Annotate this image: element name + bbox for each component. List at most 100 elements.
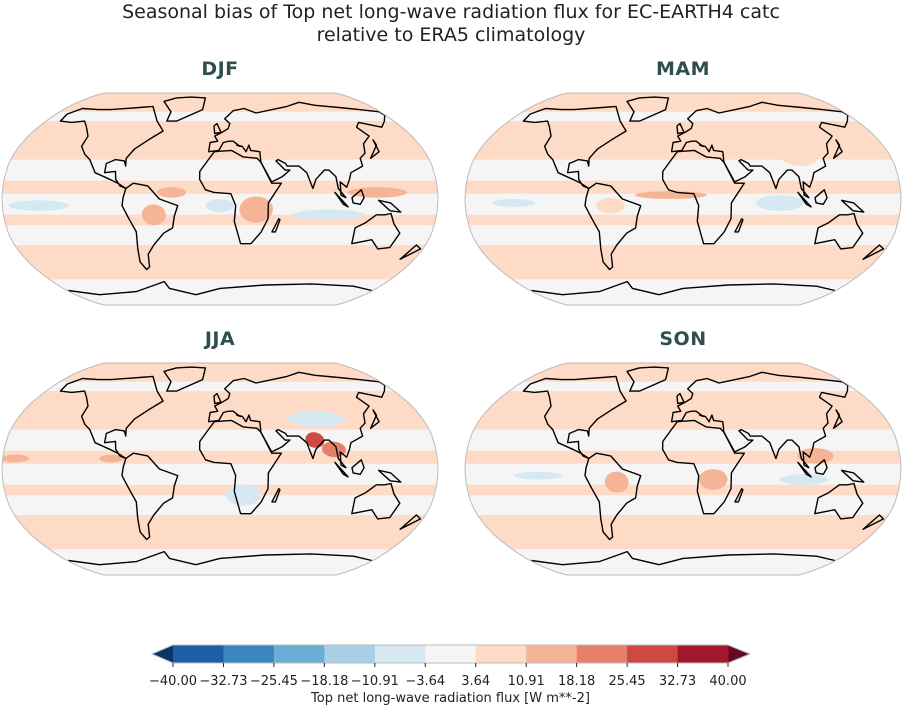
coastline-greenland <box>626 366 670 392</box>
map-panel-djf <box>1 92 439 306</box>
map-panel-jja <box>1 362 439 576</box>
map-frame-djf <box>1 92 439 306</box>
bias-region <box>755 195 804 211</box>
coastline-new-zealand <box>862 244 885 260</box>
colorbar-label: Top net long-wave radiation flux [W m**-… <box>310 691 590 706</box>
coastline-sumatra <box>334 461 349 478</box>
coastline-antarctica <box>68 550 372 566</box>
coastline-south-america <box>121 182 179 271</box>
coastline-africa <box>198 149 282 245</box>
coastline-sumatra <box>334 191 349 208</box>
coastline-japan <box>832 139 843 159</box>
coastline-antarctica <box>531 550 835 566</box>
colorbar-tick-label: −25.45 <box>250 674 298 689</box>
coastline-new-guinea <box>377 199 402 213</box>
coastline-japan <box>369 139 380 159</box>
colorbar: −40.00 −32.73 −25.45 −18.18 −10.91 −3.64 3.64 1… <box>149 644 752 706</box>
bias-region <box>595 197 625 214</box>
bias-region <box>604 471 629 493</box>
bias-field <box>465 93 901 305</box>
colorbar-tick-label: 18.18 <box>558 674 595 689</box>
colorbar-segment <box>273 645 325 663</box>
coastline-madagascar <box>734 218 744 233</box>
bias-band <box>465 450 901 464</box>
coastline-great-britain <box>676 392 685 405</box>
bias-region <box>305 432 325 448</box>
colorbar-tick-label: −32.73 <box>199 674 247 689</box>
bias-field <box>2 93 438 305</box>
colorbar-segment <box>374 645 426 663</box>
coastline-madagascar <box>271 488 281 503</box>
map-panel-mam <box>464 92 902 306</box>
coastline-antarctica <box>68 280 372 296</box>
bias-band <box>466 484 900 496</box>
coastline-north-america <box>522 105 627 190</box>
bias-band <box>14 515 426 550</box>
coastline-borneo <box>351 459 365 475</box>
map-frame-jja <box>1 362 439 576</box>
coastline-new-zealand <box>862 514 885 530</box>
bias-band <box>10 121 430 160</box>
colorbar-tick-label: 10.91 <box>508 674 545 689</box>
colorbar-tick-label: −3.64 <box>405 674 445 689</box>
colorbar-tick-label: −10.91 <box>351 674 399 689</box>
coastline-africa <box>661 149 745 245</box>
colorbar-tick-label: −18.18 <box>300 674 348 689</box>
coastline-sumatra <box>797 461 812 478</box>
colorbar-tick-label: −40.00 <box>149 674 197 689</box>
bias-region <box>99 454 124 463</box>
coastline-north-america <box>522 375 627 460</box>
coastline-greenland <box>163 366 207 392</box>
coastline-north-america <box>59 105 164 190</box>
bias-field <box>2 363 438 575</box>
bias-region <box>287 411 344 427</box>
panel-title-son: SON <box>659 328 707 350</box>
coastline-madagascar <box>271 218 281 233</box>
colorbar-segment <box>576 645 628 663</box>
coastline-australia <box>814 482 864 520</box>
map-frame-son <box>464 362 902 576</box>
coastline-south-america <box>584 452 642 541</box>
coastline-africa <box>198 419 282 515</box>
coastline-japan <box>832 409 843 429</box>
bias-band <box>466 214 900 226</box>
colorbar-segment <box>223 645 275 663</box>
coastline-borneo <box>814 459 828 475</box>
coastline-great-britain <box>676 122 685 135</box>
colorbar-segment <box>173 645 224 663</box>
bias-band <box>465 180 901 194</box>
bias-region <box>141 204 166 226</box>
coastline-africa <box>661 419 745 515</box>
bias-region <box>491 199 536 207</box>
colorbar-tick-label: 3.64 <box>461 674 490 689</box>
colorbar-segment <box>526 645 578 663</box>
coastline-greenland <box>163 96 207 122</box>
bias-field <box>465 363 901 575</box>
bias-region <box>205 199 235 212</box>
coastline-new-guinea <box>377 469 402 483</box>
coastline-eurasia <box>670 101 849 199</box>
bias-region <box>776 140 819 166</box>
map-panel-son <box>464 362 902 576</box>
colorbar-segment <box>425 645 477 663</box>
colorbar-segment <box>324 645 376 663</box>
coastline-borneo <box>814 189 828 205</box>
bias-band <box>14 245 426 280</box>
bias-band <box>3 484 437 496</box>
coastline-eurasia <box>207 371 386 469</box>
coastline-new-guinea <box>840 199 865 213</box>
coastline-new-zealand <box>399 514 422 530</box>
bias-region <box>292 209 365 220</box>
colorbar-tick-label: 40.00 <box>709 674 746 689</box>
coastline-madagascar <box>734 488 744 503</box>
bias-band <box>3 214 437 226</box>
bias-band <box>2 450 438 464</box>
colorbar-segment <box>627 645 679 663</box>
coastline-borneo <box>351 189 365 205</box>
map-frame-mam <box>464 92 902 306</box>
colorbar-over-triangle <box>728 645 750 663</box>
coastline-south-america <box>584 182 642 271</box>
bias-region <box>634 191 708 199</box>
coastline-antarctica <box>531 280 835 296</box>
bias-region <box>779 474 828 485</box>
